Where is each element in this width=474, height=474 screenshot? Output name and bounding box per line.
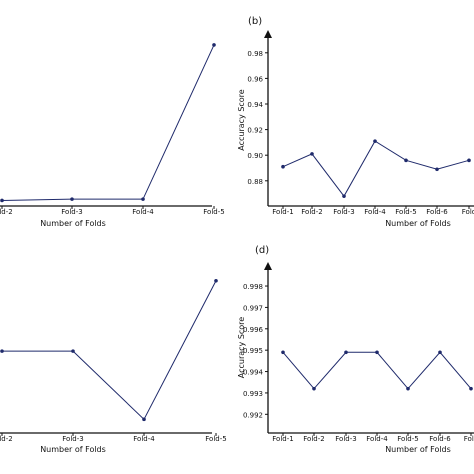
panel-label: (d) <box>255 245 269 256</box>
data-point <box>404 158 408 163</box>
data-point <box>344 350 348 355</box>
series-line <box>2 280 217 421</box>
data-point <box>142 417 146 422</box>
x-tick-label: Fold-4 <box>132 208 154 216</box>
x-tick-label: Fold-2 <box>0 208 13 216</box>
x-tick-label: Fold-3 <box>62 435 83 443</box>
y-tick-label: 0.92 <box>247 127 263 135</box>
data-point <box>70 197 74 201</box>
y-axis-label: Accuracy Score <box>237 317 246 379</box>
x-axis-label: Number of Folds <box>40 445 106 454</box>
y-axis-arrow-icon <box>264 30 272 38</box>
x-tick-label: Fold <box>464 435 474 443</box>
chart-panel-b: 0.88 0.90 0.92 0.94 0.96 0.98 Accuracy Score Fo… <box>237 16 474 228</box>
x-axis-label: Number of Folds <box>385 219 451 228</box>
x-tick-label: Fold-5 <box>397 435 418 443</box>
data-point <box>310 152 314 156</box>
x-tick-label: Fold-1 <box>272 208 293 216</box>
x-tick-label: Fold-5 <box>203 208 224 216</box>
data-point <box>373 139 377 143</box>
data-point <box>406 386 410 391</box>
y-tick-label: 0.94 <box>247 101 263 109</box>
data-point <box>212 43 216 47</box>
data-point <box>342 194 346 198</box>
y-tick-label: 0.995 <box>243 347 263 355</box>
x-tick-label: Fold-3 <box>333 208 354 216</box>
series-line <box>282 351 472 390</box>
x-tick-label: Fold-5 <box>205 435 226 443</box>
x-axis-label: Number of Folds <box>385 445 451 454</box>
y-tick-label: 0.993 <box>243 390 263 398</box>
y-tick-label: 0.997 <box>243 304 263 312</box>
panel-label: (b) <box>248 16 262 27</box>
y-tick-label: 0.992 <box>243 411 263 419</box>
x-axis-label: Number of Folds <box>40 219 106 228</box>
y-axis-arrow-icon <box>264 262 272 270</box>
x-tick-label: Fold-4 <box>366 435 388 443</box>
x-tick-label: Fold-4 <box>133 435 155 443</box>
data-point <box>312 386 316 391</box>
x-tick-label: Fold-2 <box>301 208 322 216</box>
series-line <box>282 140 470 198</box>
y-tick-label: 0.994 <box>243 369 264 377</box>
data-point <box>469 386 473 391</box>
x-tick-label: Fold-5 <box>395 208 416 216</box>
y-tick-label: 0.98 <box>247 50 263 58</box>
x-tick-label: Fold-2 <box>303 435 324 443</box>
chart-panel-d: 0.992 0.993 0.994 0.995 0.996 0.997 0.998 Accur… <box>237 245 474 454</box>
y-tick-label: 0.998 <box>243 283 263 291</box>
data-point <box>435 167 439 172</box>
data-point <box>0 198 4 203</box>
data-point <box>281 164 285 169</box>
data-point <box>214 278 218 283</box>
chart-panel-c: Fold-2 Fold-3 Fold-4 Fold-5 Number of Folds <box>0 278 227 454</box>
x-tick-label: Fold-6 <box>429 435 451 443</box>
y-tick-label: 0.996 <box>243 326 264 334</box>
data-point <box>0 349 4 353</box>
y-tick-label: 0.96 <box>247 75 263 83</box>
series-line <box>1 44 215 201</box>
x-tick-label: Fold-1 <box>272 435 293 443</box>
data-point <box>375 350 379 355</box>
chart-panel-a: Fold-2 Fold-3 Fold-4 Fold-5 Number of Folds <box>0 43 225 228</box>
x-tick-label: Fold-2 <box>0 435 13 443</box>
data-point <box>141 197 145 201</box>
x-tick-label: Fold-3 <box>335 435 356 443</box>
data-point <box>467 158 471 163</box>
data-point <box>71 349 75 353</box>
data-point <box>438 350 442 355</box>
x-tick-label: Fold-4 <box>364 208 386 216</box>
y-axis-label: Accuracy Score <box>237 89 246 151</box>
x-tick-label: Fold-6 <box>426 208 448 216</box>
x-tick-label: Fold-3 <box>61 208 82 216</box>
y-tick-label: 0.88 <box>247 178 263 186</box>
x-tick-label: Fold <box>462 208 474 216</box>
y-tick-label: 0.90 <box>247 152 263 160</box>
data-point <box>281 350 285 355</box>
